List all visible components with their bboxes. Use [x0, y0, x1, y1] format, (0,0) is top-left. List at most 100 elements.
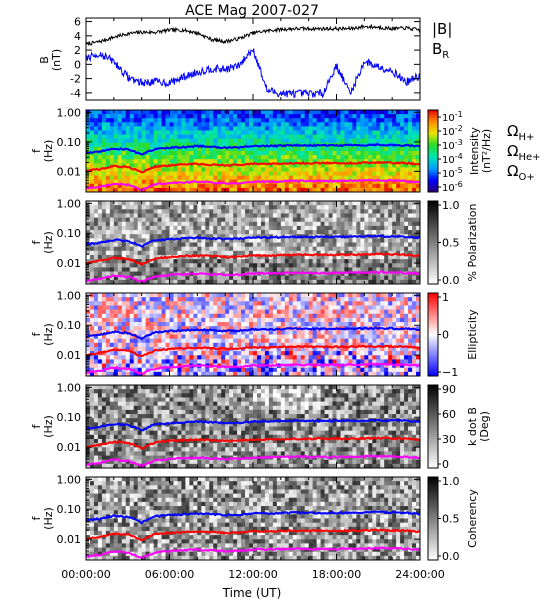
- spectrogram-cell: [272, 371, 278, 377]
- spectrogram-cell: [249, 118, 254, 123]
- spectrogram-cell: [137, 221, 143, 227]
- spectrogram-cell: [229, 142, 234, 148]
- spectrogram-cell: [392, 225, 397, 231]
- spectrogram-cell: [336, 146, 341, 152]
- spectrogram-cell: [137, 301, 143, 306]
- spectrogram-cell: [145, 138, 151, 144]
- spectrogram-cell: [348, 179, 353, 185]
- spectrogram-cell: [169, 151, 174, 156]
- spectrogram-cell: [408, 175, 413, 181]
- spectrogram-cell: [233, 205, 238, 210]
- spectrogram-cell: [284, 334, 290, 340]
- spectrogram-cell: [380, 279, 385, 285]
- spectrogram-cell: [241, 334, 246, 340]
- colorbar-cell: [428, 122, 438, 125]
- spectrogram-cell: [209, 217, 214, 223]
- spectrogram-cell: [264, 267, 270, 272]
- spectrogram-cell: [320, 130, 325, 135]
- spectrogram-cell: [237, 126, 242, 131]
- spectrogram-cell: [185, 155, 190, 160]
- spectrogram-cell: [213, 238, 218, 243]
- spectrogram-cell: [229, 230, 234, 235]
- spectrogram-cell: [324, 351, 329, 356]
- spectrogram-cell: [97, 171, 103, 176]
- spectrogram-cell: [101, 122, 107, 127]
- spectrogram-cell: [185, 183, 190, 189]
- spectrogram-cell: [173, 246, 178, 252]
- spectrogram-cell: [93, 142, 99, 148]
- spectrogram-cell: [408, 130, 413, 135]
- spectrogram-cell: [284, 250, 290, 256]
- spectrogram-cell: [368, 183, 373, 189]
- colorbar-cell: [428, 211, 438, 214]
- spectrogram-cell: [109, 171, 115, 176]
- spectrogram-cell: [233, 338, 238, 344]
- spectrogram-cell: [280, 130, 286, 135]
- spectrogram-cell: [320, 342, 325, 348]
- spectrogram-cell: [332, 225, 337, 231]
- spectrogram-cell: [237, 259, 242, 264]
- spectrogram-cell: [217, 213, 222, 218]
- spectrogram-cell: [197, 371, 202, 377]
- spectrogram-cell: [264, 297, 270, 302]
- colorbar-cell: [428, 153, 438, 156]
- spectrogram-cell: [173, 134, 178, 140]
- spectrogram-cell: [105, 263, 111, 268]
- spectrogram-cell: [86, 217, 91, 223]
- spectrogram-cell: [348, 217, 353, 223]
- spectrogram-cell: [296, 330, 302, 335]
- spectrogram-cell: [89, 238, 95, 243]
- spectrogram-cell: [260, 138, 266, 144]
- spectrogram-cell: [376, 201, 381, 206]
- spectrogram-cell: [260, 130, 266, 135]
- spectrogram-cell: [304, 301, 310, 306]
- spectrogram-cell: [181, 238, 186, 243]
- spectrogram-cell: [169, 342, 174, 348]
- spectrogram-cell: [145, 317, 151, 323]
- spectrogram-cell: [125, 355, 131, 360]
- spectrogram-cell: [308, 342, 314, 348]
- spectrogram-cell: [260, 367, 266, 373]
- spectrogram-cell: [165, 126, 170, 131]
- spectrogram-cell: [189, 114, 194, 119]
- spectrogram-cell: [105, 338, 111, 344]
- spectrogram-cell: [416, 171, 421, 176]
- spectrogram-cell: [86, 238, 91, 243]
- spectrogram-cell: [181, 225, 186, 231]
- spectrogram-cell: [101, 263, 107, 268]
- spectrogram-cell: [408, 187, 413, 193]
- spectrogram-cell: [125, 187, 131, 193]
- spectrogram-cell: [137, 322, 143, 327]
- spectrogram-cell: [233, 118, 238, 123]
- spectrogram-cell: [292, 217, 298, 223]
- spectrogram-cell: [137, 359, 143, 364]
- spectrogram-cell: [113, 142, 119, 148]
- spectrogram-cell: [105, 305, 111, 310]
- spectrogram-cell: [177, 159, 182, 164]
- spectrogram-cell: [93, 171, 99, 176]
- spectrogram-cell: [189, 238, 194, 243]
- spectrogram-cell: [356, 163, 361, 168]
- spectrogram-cell: [416, 163, 421, 168]
- spectrogram-cell: [280, 246, 286, 252]
- spectrogram-cell: [101, 301, 107, 306]
- spectrogram-cell: [392, 159, 397, 164]
- spectrogram-cell: [328, 334, 333, 340]
- spectrogram-cell: [125, 134, 131, 140]
- spectrogram-cell: [129, 118, 135, 123]
- spectrogram-cell: [304, 317, 310, 323]
- spectrogram-cell: [376, 242, 381, 248]
- spectrogram-cell: [113, 205, 119, 210]
- spectrogram-cell: [197, 130, 202, 135]
- spectrogram-cell: [316, 134, 321, 140]
- spectrogram-cell: [125, 338, 131, 344]
- spectrogram-cell: [221, 279, 226, 285]
- spectrogram-cell: [149, 309, 154, 315]
- spectrogram-cell: [129, 122, 135, 127]
- spectrogram-cell: [165, 122, 170, 127]
- spectrogram-cell: [268, 146, 274, 152]
- spectrogram-cell: [93, 246, 99, 252]
- spectrogram-cell: [348, 254, 353, 260]
- spectrogram-cell: [217, 159, 222, 164]
- spectrogram-cell: [213, 209, 218, 214]
